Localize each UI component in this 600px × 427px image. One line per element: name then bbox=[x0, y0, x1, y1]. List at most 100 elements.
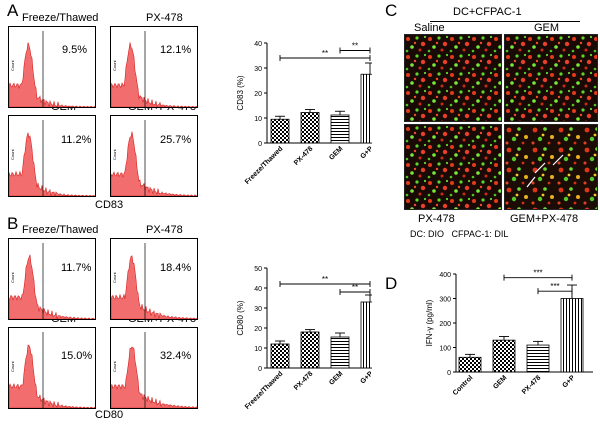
panel-B-marker-label: CD80 bbox=[95, 409, 124, 421]
histogram-curve bbox=[111, 346, 197, 408]
panel-A-letter: A bbox=[7, 1, 19, 20]
significance-label: ** bbox=[322, 49, 328, 58]
panel-C-stain-legend: DC: DIO CFPAC-1: DIL bbox=[410, 229, 509, 239]
y-tick-label: 100 bbox=[439, 346, 451, 353]
bar bbox=[360, 73, 372, 144]
histogram-A4: Count bbox=[110, 115, 198, 197]
x-tick-label: Control bbox=[452, 374, 475, 397]
fluorescence-image-saline bbox=[404, 34, 502, 122]
panel-C-title: DC+CFPAC-1 bbox=[453, 6, 522, 18]
histogram-curve bbox=[111, 131, 197, 196]
image-label-saline: Saline bbox=[414, 22, 445, 34]
y-tick-label: 30 bbox=[254, 306, 262, 313]
bar bbox=[300, 112, 320, 144]
bar bbox=[300, 331, 320, 369]
y-tick-label: 0 bbox=[258, 366, 262, 373]
y-tick-label: 10 bbox=[254, 116, 262, 123]
fluorescence-image-gem-px478 bbox=[504, 124, 598, 210]
y-tick-label: 20 bbox=[254, 326, 262, 333]
fluorescence-image-gem bbox=[504, 34, 598, 122]
hist-B3-percent: 15.0% bbox=[61, 350, 93, 362]
count-axis-label: Count bbox=[10, 59, 15, 71]
histogram-curve bbox=[9, 254, 95, 319]
bar-chart-CD83: 0 10 20 30 40 CD83 (%) Freeze/Thawed PX-478 GEM G… bbox=[236, 41, 372, 186]
x-tick-label: PX-478 bbox=[293, 145, 315, 167]
bar bbox=[560, 298, 584, 373]
x-tick-label: Freeze/Thawed bbox=[244, 370, 284, 410]
histogram-curve bbox=[111, 42, 197, 107]
count-axis-label: Count bbox=[10, 271, 15, 283]
x-tick-label: GEM bbox=[328, 370, 344, 386]
hist-B1-percent: 11.7% bbox=[61, 262, 92, 274]
y-tick-label: 200 bbox=[439, 321, 451, 328]
histogram-B1: Count bbox=[8, 238, 96, 320]
count-axis-label: Count bbox=[112, 59, 117, 71]
histogram-A3: Count bbox=[8, 115, 96, 197]
y-tick-label: 0 bbox=[258, 141, 262, 148]
hist-A2-title: PX-478 bbox=[146, 12, 183, 24]
bar-chart-CD80: 0 10 20 30 40 50 CD80 (%) Freeze/Thawed PX-478 GE… bbox=[236, 266, 372, 411]
y-tick-label: 10 bbox=[254, 346, 262, 353]
panel-D-letter: D bbox=[385, 274, 398, 293]
y-axis-label: CD80 (%) bbox=[236, 300, 245, 335]
count-axis-label: Count bbox=[112, 360, 117, 372]
hist-A4-percent: 25.7% bbox=[160, 134, 192, 146]
panel-B-letter: B bbox=[7, 214, 19, 233]
count-axis-label: Count bbox=[10, 148, 15, 160]
count-axis-label: Count bbox=[112, 148, 117, 160]
bar bbox=[330, 336, 350, 369]
histogram-A1: Count bbox=[8, 26, 96, 108]
histogram-curve bbox=[9, 344, 95, 408]
y-tick-label: 400 bbox=[439, 272, 451, 279]
x-tick-label: GEM bbox=[492, 374, 508, 390]
hist-B2-percent: 18.4% bbox=[160, 262, 192, 274]
histogram-curve bbox=[9, 42, 95, 107]
y-tick-label: 40 bbox=[254, 41, 262, 48]
significance-label: ** bbox=[322, 275, 328, 284]
y-tick-label: 50 bbox=[254, 266, 262, 273]
bar bbox=[270, 343, 290, 369]
x-tick-label: PX-478 bbox=[293, 370, 315, 392]
panel-A-marker-label: CD83 bbox=[95, 199, 124, 211]
panel-C-letter: C bbox=[385, 1, 398, 20]
y-tick-label: 30 bbox=[254, 66, 262, 73]
y-axis-label: CD83 (%) bbox=[236, 75, 245, 110]
significance-label: ** bbox=[352, 42, 358, 51]
bar bbox=[270, 118, 290, 144]
bar-chart-IFN-gamma: 0 100 200 300 400 IFN-γ (pg/ml) Control GEM PX-4… bbox=[425, 269, 593, 397]
count-axis-label: Count bbox=[112, 271, 117, 283]
hist-B2-title: PX-478 bbox=[146, 224, 183, 236]
x-tick-label: G+P bbox=[359, 145, 372, 160]
x-tick-label: GEM bbox=[328, 145, 344, 161]
significance-label: *** bbox=[550, 282, 559, 291]
y-tick-label: 20 bbox=[254, 91, 262, 98]
y-tick-label: 40 bbox=[254, 286, 262, 293]
significance-label: *** bbox=[533, 269, 542, 278]
y-axis-label: IFN-γ (pg/ml) bbox=[425, 299, 434, 346]
hist-A3-percent: 11.2% bbox=[61, 134, 92, 146]
histogram-A2: Count bbox=[110, 26, 198, 108]
significance-label: ** bbox=[352, 283, 358, 292]
bar bbox=[330, 114, 350, 144]
y-tick-label: 0 bbox=[447, 370, 451, 377]
image-label-px478: PX-478 bbox=[418, 213, 455, 225]
hist-A2-percent: 12.1% bbox=[160, 44, 192, 56]
image-label-gem-px478: GEM+PX-478 bbox=[510, 213, 579, 225]
bar bbox=[360, 301, 372, 369]
bar bbox=[492, 339, 516, 373]
fluorescence-image-px478 bbox=[404, 124, 502, 210]
x-tick-label: Freeze/Thawed bbox=[244, 145, 284, 185]
histogram-B2: Count bbox=[110, 238, 198, 320]
hist-B1-title: Freeze/Thawed bbox=[22, 224, 99, 236]
hist-A1-percent: 9.5% bbox=[62, 44, 88, 56]
x-tick-label: PX-478 bbox=[521, 374, 543, 396]
panel-C-title-rule bbox=[430, 21, 580, 22]
histogram-B3: Count bbox=[8, 327, 96, 409]
x-tick-label: G+P bbox=[359, 370, 372, 385]
bar bbox=[458, 356, 482, 373]
count-axis-label: Count bbox=[10, 360, 15, 372]
image-label-gem: GEM bbox=[534, 22, 560, 34]
hist-B4-percent: 32.4% bbox=[160, 350, 192, 362]
hist-A1-title: Freeze/Thawed bbox=[22, 12, 99, 24]
histogram-curve bbox=[9, 132, 95, 196]
